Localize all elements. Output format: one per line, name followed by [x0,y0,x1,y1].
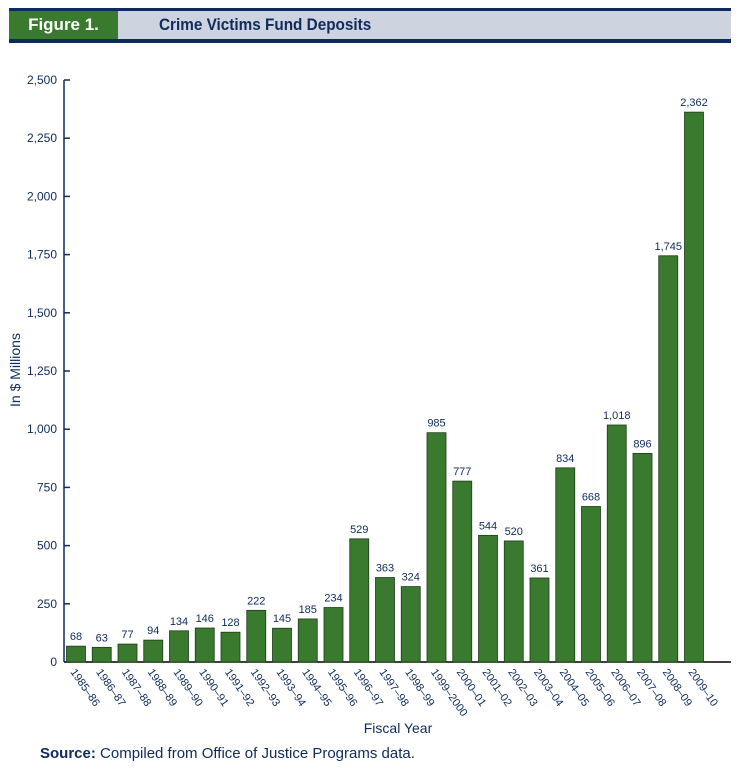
bar [555,467,576,663]
bar [91,646,112,663]
source-label: Source: [40,745,96,762]
y-tick-label: 1,500 [27,306,57,320]
bar [478,534,498,663]
bar-value-label: 185 [299,604,317,616]
bar-value-label: 1,018 [603,410,631,422]
bar-value-label: 94 [147,625,159,637]
figure-header: Figure 1. Crime Victims Fund Deposits [9,8,731,43]
bar [246,609,267,663]
bar [452,480,473,663]
bar-value-label: 520 [505,526,523,538]
bar [606,424,627,663]
y-tick-label: 2,000 [27,189,57,203]
bar-value-label: 77 [121,629,133,641]
bar [297,618,318,663]
bar-value-label: 68 [70,631,82,643]
bar [194,627,215,663]
source-text: Compiled from Office of Justice Programs… [95,745,415,762]
bar [323,607,344,663]
bar-value-label: 985 [427,418,445,430]
y-axis-label: In $ Millions [7,333,23,407]
x-axis-label: Fiscal Year [364,720,433,736]
bar-value-label: 1,745 [654,241,682,253]
bar [220,631,241,663]
bar-value-label: 222 [247,595,265,607]
bar [581,506,601,663]
bar [143,639,164,663]
y-tick-label: 1,250 [27,364,57,378]
bar-value-label: 544 [479,520,497,532]
bar [658,255,679,663]
bar [426,432,447,663]
y-tick-label: 2,500 [27,73,57,87]
bar [375,577,395,663]
bar-value-label: 128 [221,617,239,629]
figure-label: Figure 1. [9,11,118,39]
bar-value-label: 361 [530,563,548,575]
bar-value-label: 234 [324,593,342,605]
bar-value-label: 668 [582,491,600,503]
bar-value-label: 363 [376,562,394,574]
bar [632,453,653,663]
y-tick-label: 0 [50,655,57,669]
y-tick-label: 2,250 [27,131,57,145]
bar [169,630,189,663]
y-tick-label: 1,750 [27,248,57,262]
y-tick-label: 250 [37,597,57,611]
bar-value-label: 2,362 [680,97,708,109]
bar-value-label: 63 [96,632,108,644]
source-note: Source: Compiled from Office of Justice … [40,745,415,762]
bar [503,540,524,663]
bar-value-label: 146 [196,613,214,625]
bar [117,643,138,663]
bar-value-label: 777 [453,466,471,478]
y-tick-label: 500 [37,539,57,553]
bar [529,577,550,663]
bar-value-label: 529 [350,524,368,536]
bar [684,111,704,663]
figure-title: Crime Victims Fund Deposits [159,15,372,34]
y-tick-label: 750 [37,480,57,494]
bar [66,645,86,663]
bar-value-label: 896 [633,438,651,450]
bar [349,538,370,663]
bar-value-label: 134 [170,616,188,628]
bar-value-label: 834 [556,453,574,465]
bar [400,586,421,663]
bar [272,627,292,663]
bar-value-label: 145 [273,613,291,625]
y-tick-label: 1,000 [27,422,57,436]
bar-value-label: 324 [402,572,420,584]
